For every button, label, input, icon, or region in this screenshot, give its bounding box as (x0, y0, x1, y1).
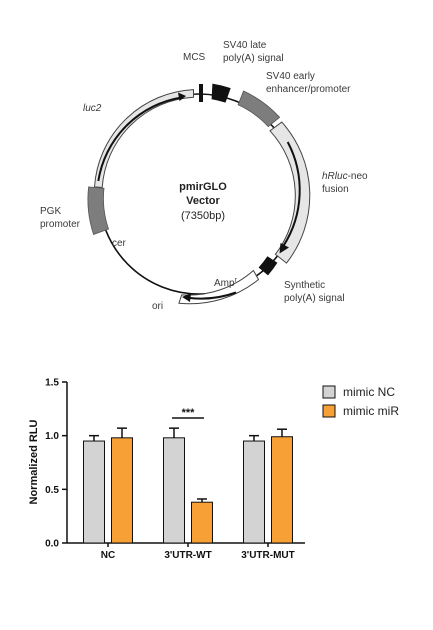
y-ticks: 0.0 0.5 1.0 1.5 (45, 378, 67, 550)
legend-swatch-mimic-mir (322, 404, 336, 418)
plasmid-map: MCS SV40 late poly(A) signal SV40 early … (40, 40, 368, 312)
ampr-segment (178, 269, 260, 305)
bar-mimic-nc-0 (83, 440, 105, 544)
ampr-label-sup: r (235, 277, 238, 284)
x-tick-label: 3'UTR-WT (164, 550, 211, 561)
legend-swatch-mimic-nc (322, 385, 336, 399)
bar-mimic-mir-1 (191, 501, 213, 544)
hrluc-label-1: hRluc-neo (322, 171, 368, 182)
sv40-early-label-2: enhancer/promoter (266, 84, 351, 95)
significance-label: *** (182, 407, 196, 419)
hrluc-neo-arrow (282, 141, 301, 247)
synthetic-label-2: poly(A) signal (284, 293, 345, 304)
pgk-label-1: PGK (40, 206, 61, 217)
synthetic-polya-block (258, 256, 278, 276)
luc2-arrowhead (178, 92, 186, 101)
plasmid-name-line2: Vector (186, 195, 220, 207)
ampr-arrow (189, 291, 237, 300)
ampr-label-main: Amp (214, 278, 235, 289)
hrluc-label-rest: -neo (348, 171, 368, 182)
sv40-late-label-1: SV40 late (223, 40, 267, 51)
x-tick-label: NC (101, 550, 115, 561)
luc2-label: luc2 (83, 103, 102, 114)
ori-label: ori (152, 301, 163, 312)
bar-mimic-mir-2 (271, 436, 293, 544)
y-tick-label: 0.5 (45, 485, 59, 496)
mcs-block (199, 84, 203, 102)
hrluc-label-2: fusion (322, 184, 349, 195)
sv40-early-block (237, 90, 281, 128)
plasmid-size: (7350bp) (181, 210, 225, 222)
y-tick-label: 0.0 (45, 539, 59, 550)
bar-mimic-nc-1 (163, 437, 185, 544)
bar-mimic-nc-2 (243, 440, 265, 544)
y-axis-title: Normalized RLU (28, 419, 40, 504)
x-tick-label: 3'UTR-MUT (241, 550, 294, 561)
sv40-late-block (211, 83, 231, 103)
sv40-late-label-2: poly(A) signal (223, 53, 284, 64)
bar-chart: 0.0 0.5 1.0 1.5 NC 3'UTR-WT 3'UTR-MUT Normali… (28, 378, 399, 562)
pgk-promoter-block (87, 186, 110, 236)
hrluc-label-italic: hRluc (322, 171, 348, 182)
legend: mimic NC mimic miR (322, 385, 399, 418)
bar-mimic-mir-0 (111, 437, 133, 544)
ampr-label: Ampr (214, 277, 238, 289)
x-tick-labels: NC 3'UTR-WT 3'UTR-MUT (101, 543, 295, 561)
legend-label-mimic-nc: mimic NC (343, 385, 395, 399)
sv40-early-label-1: SV40 early (266, 71, 315, 82)
synthetic-label-1: Synthetic (284, 280, 325, 291)
plasmid-name: pmirGLO (179, 181, 227, 193)
ampr-arrowhead (182, 293, 191, 302)
hrluc-neo-arrowhead (279, 243, 289, 254)
cer-label: cer (112, 238, 127, 249)
y-tick-label: 1.5 (45, 378, 59, 389)
pgk-label-2: promoter (40, 219, 81, 230)
bars (83, 427, 293, 544)
mcs-label: MCS (183, 52, 206, 63)
y-tick-label: 1.0 (45, 431, 59, 442)
luc2-arrow (97, 96, 182, 182)
legend-label-mimic-mir: mimic miR (343, 404, 399, 418)
luc2-segment (93, 89, 194, 189)
hrluc-neo-segment (269, 121, 311, 264)
